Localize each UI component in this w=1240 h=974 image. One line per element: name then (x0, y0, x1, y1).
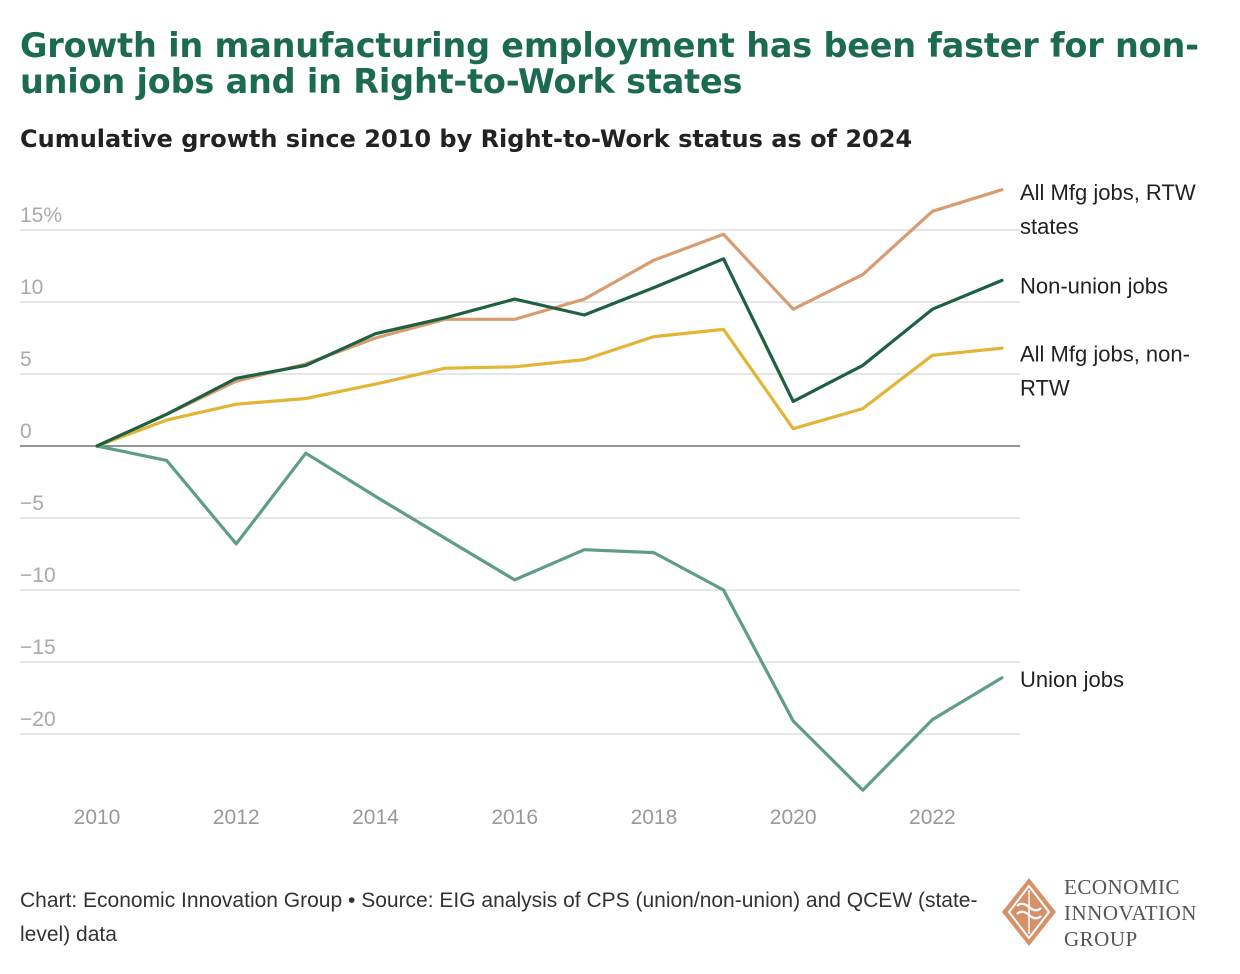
logo-line-2: INNOVATION (1064, 901, 1197, 925)
y-tick-label: −10 (20, 564, 56, 587)
series-label: All Mfg jobs, RTW (1020, 180, 1196, 205)
chart-subtitle: Cumulative growth since 2010 by Right-to… (20, 125, 913, 153)
grid-layer (20, 229, 1020, 735)
series-label: All Mfg jobs, non- (1020, 341, 1190, 366)
y-tick-label: 10 (20, 276, 43, 299)
y-tick-label: 15% (20, 204, 62, 227)
logo-wordmark: ECONOMIC INNOVATION GROUP (1064, 874, 1197, 952)
x-tick-label: 2022 (909, 806, 956, 829)
x-tick-label: 2014 (352, 806, 399, 829)
x-tick-label: 2016 (491, 806, 538, 829)
series-label: Non-union jobs (1020, 274, 1168, 299)
y-tick-label: −20 (20, 708, 56, 731)
chart-footer: Chart: Economic Innovation Group • Sourc… (20, 884, 1000, 952)
footer-separator: • (342, 889, 362, 912)
chart-credit: Chart: Economic Innovation Group (20, 889, 343, 912)
series-line-non-union-jobs (95, 257, 1004, 448)
series-label: Union jobs (1020, 667, 1124, 692)
y-axis-tick-labels: 15% 10 5 0 −5 −10 −15 −20 (20, 204, 62, 731)
x-tick-label: 2020 (770, 806, 817, 829)
x-tick-label: 2010 (74, 806, 121, 829)
x-tick-label: 2018 (631, 806, 678, 829)
series-line-all-mfg-jobs-non-rtw (95, 327, 1004, 448)
x-tick-label: 2012 (213, 806, 260, 829)
y-tick-label: −15 (20, 636, 56, 659)
eig-diamond-logo-icon (1002, 878, 1056, 946)
logo-line-1: ECONOMIC (1064, 875, 1181, 899)
series-line-all-mfg-jobs-rtw-states (95, 188, 1004, 448)
series-line-union-jobs (95, 444, 1004, 792)
y-tick-label: −5 (20, 492, 44, 515)
series-label: states (1020, 214, 1079, 239)
logo-line-3: GROUP (1064, 927, 1138, 951)
chart-title: Growth in manufacturing employment has b… (20, 26, 1199, 101)
series-lines (95, 188, 1004, 792)
series-labels: All Mfg jobs, RTW states Non-union jobs All… (1020, 180, 1196, 692)
series-label: RTW (1020, 375, 1070, 400)
chart-source: Source: EIG analysis of CPS (union/non-u… (20, 889, 978, 946)
y-tick-label: 5 (20, 348, 32, 371)
x-axis-tick-labels: 2010 2012 2014 2016 2018 2020 2022 (74, 806, 956, 829)
eig-logo: ECONOMIC INNOVATION GROUP (1000, 874, 1232, 952)
y-tick-label: 0 (20, 420, 32, 443)
